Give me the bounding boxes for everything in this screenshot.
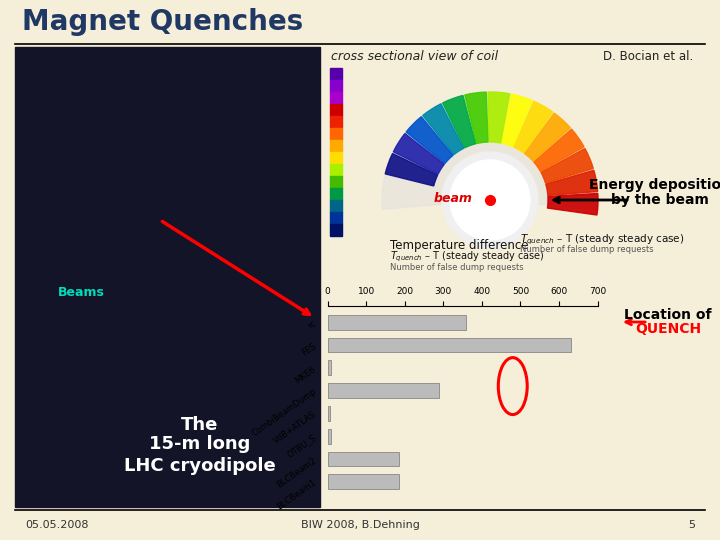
- Wedge shape: [406, 117, 453, 164]
- Bar: [330, 164, 342, 176]
- Bar: [330, 188, 342, 200]
- Bar: [328, 338, 571, 353]
- Bar: [328, 406, 330, 421]
- Bar: [328, 474, 399, 489]
- Text: Beams: Beams: [58, 286, 105, 299]
- Wedge shape: [465, 92, 488, 144]
- Bar: [330, 92, 342, 104]
- Wedge shape: [393, 133, 444, 174]
- Bar: [330, 104, 342, 116]
- Bar: [330, 176, 342, 188]
- Text: D. Bocian et al.: D. Bocian et al.: [603, 51, 693, 64]
- Bar: [330, 212, 342, 224]
- Bar: [330, 200, 342, 212]
- Text: 15-m long: 15-m long: [149, 435, 251, 453]
- Text: Magnet Quenches: Magnet Quenches: [22, 8, 303, 36]
- Wedge shape: [513, 102, 553, 153]
- Text: $T_{quench}$ – T (steady steady case): $T_{quench}$ – T (steady steady case): [390, 250, 544, 264]
- Text: Temperature difference: Temperature difference: [390, 239, 528, 252]
- Text: beam: beam: [433, 192, 472, 205]
- Wedge shape: [488, 92, 510, 143]
- Bar: [328, 429, 330, 443]
- Wedge shape: [423, 104, 464, 154]
- Text: $T_{quench}$ – T (steady steady case): $T_{quench}$ – T (steady steady case): [520, 233, 685, 247]
- Wedge shape: [547, 193, 598, 215]
- Wedge shape: [443, 96, 475, 148]
- Bar: [330, 140, 342, 152]
- Bar: [330, 224, 342, 236]
- Text: by the beam: by the beam: [611, 193, 709, 207]
- Bar: [330, 152, 342, 164]
- Text: Number of false dump requests: Number of false dump requests: [390, 262, 523, 272]
- Wedge shape: [382, 92, 598, 210]
- Wedge shape: [502, 94, 532, 147]
- Bar: [330, 68, 342, 80]
- Text: 5: 5: [688, 520, 695, 530]
- Circle shape: [442, 152, 538, 248]
- Bar: [328, 315, 467, 330]
- Wedge shape: [534, 129, 584, 171]
- Bar: [328, 451, 399, 467]
- Bar: [328, 361, 330, 375]
- Text: cross sectional view of coil: cross sectional view of coil: [331, 51, 498, 64]
- Text: 05.05.2008: 05.05.2008: [25, 520, 89, 530]
- Circle shape: [450, 160, 530, 240]
- Text: Energy deposition: Energy deposition: [589, 178, 720, 192]
- Bar: [330, 128, 342, 140]
- Bar: [15, 47, 320, 507]
- Text: Location of: Location of: [624, 308, 712, 322]
- Bar: [330, 80, 342, 92]
- Wedge shape: [385, 153, 438, 186]
- Bar: [328, 383, 439, 398]
- Wedge shape: [546, 170, 598, 195]
- Bar: [330, 116, 342, 128]
- Text: Number of false dump requests: Number of false dump requests: [520, 246, 654, 254]
- Wedge shape: [524, 113, 570, 161]
- Wedge shape: [541, 148, 593, 183]
- Text: QUENCH: QUENCH: [635, 322, 701, 336]
- Text: LHC cryodipole: LHC cryodipole: [124, 457, 276, 475]
- Text: BIW 2008, B.Dehning: BIW 2008, B.Dehning: [300, 520, 420, 530]
- Text: The: The: [181, 416, 219, 434]
